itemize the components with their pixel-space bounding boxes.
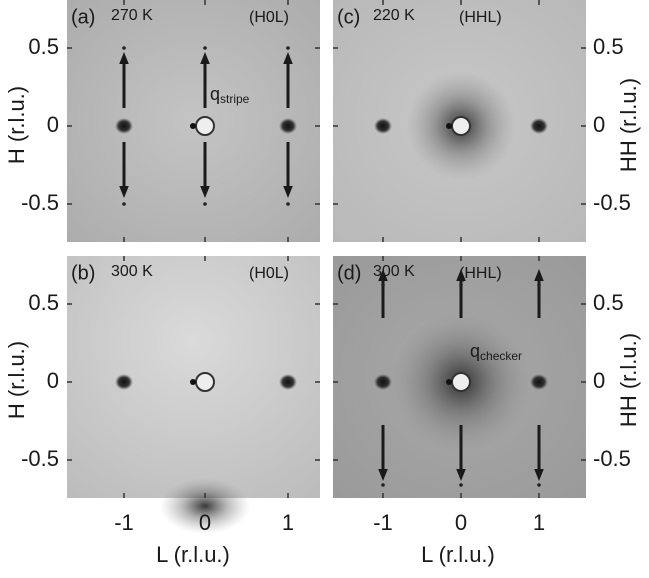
panel-image bbox=[67, 0, 320, 242]
panel-label: (b) bbox=[71, 262, 95, 284]
temperature: 270 K bbox=[111, 7, 153, 24]
y2-tick-label: 0 bbox=[593, 112, 605, 137]
y-axis-label: H (r.l.u.) bbox=[4, 86, 29, 164]
bragg-peak bbox=[374, 374, 392, 390]
beam-stop bbox=[451, 372, 471, 392]
temperature: 300 K bbox=[373, 263, 415, 280]
superlattice-peak bbox=[537, 483, 541, 487]
bragg-peak bbox=[115, 118, 133, 134]
arrow-label-symbol: q bbox=[210, 84, 220, 104]
panel-label: (c) bbox=[337, 6, 360, 28]
panel-label: (a) bbox=[71, 6, 95, 28]
superlattice-peak bbox=[381, 283, 385, 287]
y-tick-label: -0.5 bbox=[21, 446, 59, 471]
scattering-plane: (HHL) bbox=[459, 9, 502, 26]
bragg-peak bbox=[374, 118, 392, 134]
x-tick-label: 0 bbox=[455, 510, 467, 535]
scattering-plane: (H0L) bbox=[249, 9, 289, 26]
panel: (b) 300 K (H0L) bbox=[67, 256, 320, 534]
x-axis-label: L (r.l.u.) bbox=[421, 542, 495, 567]
y-tick-label: 0 bbox=[47, 112, 59, 137]
diffuse-blob bbox=[160, 478, 250, 534]
y2-tick-label: -0.5 bbox=[593, 446, 631, 471]
y-tick-label: 0 bbox=[47, 368, 59, 393]
superlattice-peak bbox=[203, 46, 207, 50]
beam-stop-shadow bbox=[446, 379, 452, 385]
bragg-peak bbox=[530, 118, 548, 134]
bragg-peak bbox=[279, 118, 297, 134]
arrow-label-subscript: checker bbox=[480, 349, 522, 363]
superlattice-peak bbox=[459, 283, 463, 287]
beam-stop-shadow bbox=[446, 123, 452, 129]
x-tick-label: -1 bbox=[373, 510, 393, 535]
scattering-plane: (HHL) bbox=[459, 265, 502, 282]
panel-image bbox=[67, 256, 320, 498]
panel: qstripe (a) 270 K (H0L) bbox=[67, 0, 320, 242]
x-tick-label: 1 bbox=[533, 510, 545, 535]
temperature: 300 K bbox=[111, 263, 153, 280]
panel: qchecker (d) 300 K (HHL) bbox=[333, 256, 586, 498]
arrow-label: qstripe bbox=[210, 84, 250, 106]
beam-stop bbox=[195, 116, 215, 136]
superlattice-peak bbox=[203, 202, 207, 206]
temperature: 220 K bbox=[373, 7, 415, 24]
arrow-label: qchecker bbox=[470, 341, 522, 363]
beam-stop-shadow bbox=[190, 379, 196, 385]
y-tick-label: 0.5 bbox=[28, 34, 59, 59]
scattering-plane: (H0L) bbox=[249, 265, 289, 282]
x-tick-label: 0 bbox=[199, 510, 211, 535]
beam-stop-shadow bbox=[190, 123, 196, 129]
y2-tick-label: 0.5 bbox=[593, 290, 624, 315]
y2-axis-label: HH (r.l.u.) bbox=[616, 78, 641, 172]
y-tick-label: -0.5 bbox=[21, 190, 59, 215]
superlattice-peak bbox=[286, 202, 290, 206]
superlattice-peak bbox=[381, 483, 385, 487]
beam-stop bbox=[451, 116, 471, 136]
superlattice-peak bbox=[122, 46, 126, 50]
superlattice-peak bbox=[122, 202, 126, 206]
bragg-peak bbox=[115, 374, 133, 390]
y2-axis-label: HH (r.l.u.) bbox=[616, 333, 641, 427]
superlattice-peak bbox=[286, 46, 290, 50]
superlattice-peak bbox=[459, 483, 463, 487]
bragg-peak bbox=[279, 374, 297, 390]
y2-tick-label: 0.5 bbox=[593, 34, 624, 59]
panel-label: (d) bbox=[337, 262, 361, 284]
arrow-label-subscript: stripe bbox=[220, 92, 250, 106]
panel: (c) 220 K (HHL) bbox=[333, 0, 586, 242]
x-tick-label: 1 bbox=[282, 510, 294, 535]
y2-tick-label: 0 bbox=[593, 368, 605, 393]
x-tick-label: -1 bbox=[114, 510, 134, 535]
superlattice-peak bbox=[537, 283, 541, 287]
arrow-label-symbol: q bbox=[470, 341, 480, 361]
y-axis-label: H (r.l.u.) bbox=[4, 341, 29, 419]
beam-stop bbox=[195, 372, 215, 392]
y2-tick-label: -0.5 bbox=[593, 190, 631, 215]
y-tick-label: 0.5 bbox=[28, 290, 59, 315]
bragg-peak bbox=[530, 374, 548, 390]
x-axis-label: L (r.l.u.) bbox=[156, 542, 230, 567]
